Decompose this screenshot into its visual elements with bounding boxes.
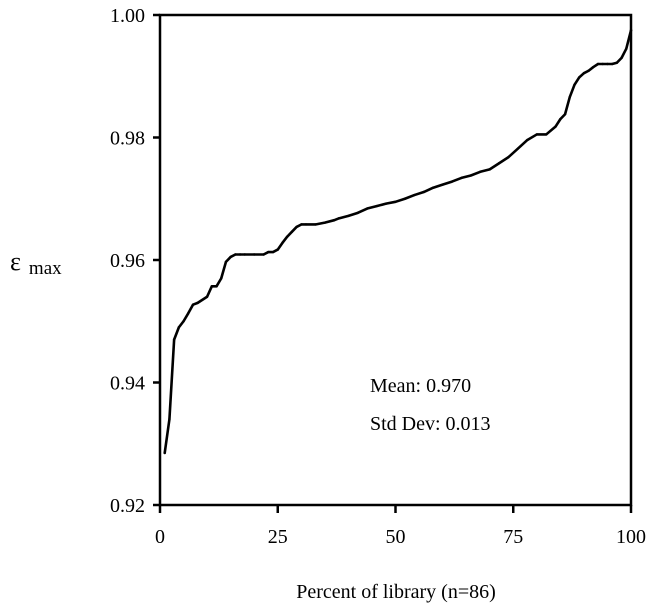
data-point [314, 223, 317, 226]
data-point [394, 200, 397, 204]
data-point [526, 138, 529, 142]
data-point [253, 253, 256, 256]
data-point [267, 250, 270, 254]
data-point [545, 133, 548, 136]
data-point [441, 183, 444, 186]
data-point [177, 326, 181, 329]
plot-area: 0.92 0.94 0.96 0.98 1.00 0 25 50 75 100 [110, 5, 646, 548]
data-point [295, 225, 298, 229]
x-tick-label: 50 [386, 526, 406, 548]
data-point [276, 248, 279, 251]
data-point [168, 418, 171, 421]
data-point [507, 155, 510, 159]
data-point [577, 76, 581, 79]
data-point [460, 176, 463, 180]
data-point [163, 451, 166, 455]
data-point [582, 71, 586, 75]
data-point [403, 197, 407, 200]
data-point [620, 56, 623, 60]
x-tick-label: 100 [616, 526, 646, 548]
data-point [601, 62, 604, 66]
data-point [413, 193, 416, 197]
data-point [535, 133, 538, 136]
data-point [469, 174, 473, 177]
data-point [431, 186, 435, 189]
data-point [323, 221, 327, 224]
x-tick-label: 75 [503, 526, 523, 548]
data-point [172, 338, 176, 341]
mean-annotation: Mean: 0.970 [370, 375, 471, 397]
data-point [182, 320, 185, 323]
data-point [215, 285, 218, 288]
data-point [592, 65, 595, 69]
data-point [497, 162, 501, 165]
data-point [554, 125, 557, 128]
y-tick-label: 0.94 [110, 373, 145, 395]
y-tick-labels: 0.92 0.94 0.96 0.98 1.00 [110, 5, 145, 517]
x-tick-label: 25 [268, 526, 288, 548]
data-point [488, 168, 491, 171]
data-point [196, 301, 199, 305]
data-point [238, 253, 242, 256]
data-point [610, 62, 614, 66]
data-point [229, 255, 232, 259]
data-point [568, 95, 571, 99]
data-point [629, 29, 633, 32]
data-point [285, 235, 289, 238]
y-tick-label: 0.96 [110, 250, 145, 272]
y-tick-label: 0.98 [110, 128, 145, 150]
data-point [450, 180, 454, 183]
data-point [337, 217, 341, 220]
data-point [625, 47, 628, 50]
data-point [422, 190, 425, 194]
y-axis-label: ε max [10, 247, 62, 279]
data-point [615, 61, 619, 64]
data-point [304, 223, 308, 226]
data-point [224, 260, 228, 264]
data-point [187, 312, 190, 315]
y-axis-label-subscript: max [29, 258, 62, 279]
data-point [573, 83, 576, 87]
data-point [347, 214, 350, 218]
data-point [596, 62, 600, 66]
data-point [606, 62, 609, 66]
x-tick-marks [158, 505, 633, 513]
x-tick-labels: 0 25 50 75 100 [155, 526, 646, 548]
data-point [333, 218, 336, 222]
x-axis-label: Percent of library (n=86) [296, 581, 496, 603]
data-point [234, 253, 237, 256]
data-point [243, 253, 246, 256]
data-point [220, 277, 223, 280]
data-point [563, 113, 567, 116]
data-point [384, 202, 388, 205]
data-point [290, 230, 294, 234]
data-point [210, 285, 214, 288]
data-point [191, 303, 195, 306]
data-point [516, 147, 520, 150]
data-point [366, 207, 369, 210]
data-point [262, 253, 265, 256]
data-point [356, 211, 360, 215]
data-point [479, 170, 482, 173]
x-tick-label: 0 [155, 526, 165, 548]
series-points [163, 29, 633, 455]
data-point [375, 204, 378, 208]
y-tick-label: 1.00 [110, 5, 145, 27]
std-dev-annotation: Std Dev: 0.013 [370, 413, 491, 435]
data-point [271, 250, 275, 254]
data-point [281, 241, 284, 245]
data-point [205, 295, 209, 298]
y-axis-label-symbol: ε [10, 247, 21, 276]
data-point [587, 69, 590, 72]
data-point [300, 223, 303, 226]
y-tick-label: 0.92 [110, 495, 145, 517]
data-point [559, 117, 562, 121]
